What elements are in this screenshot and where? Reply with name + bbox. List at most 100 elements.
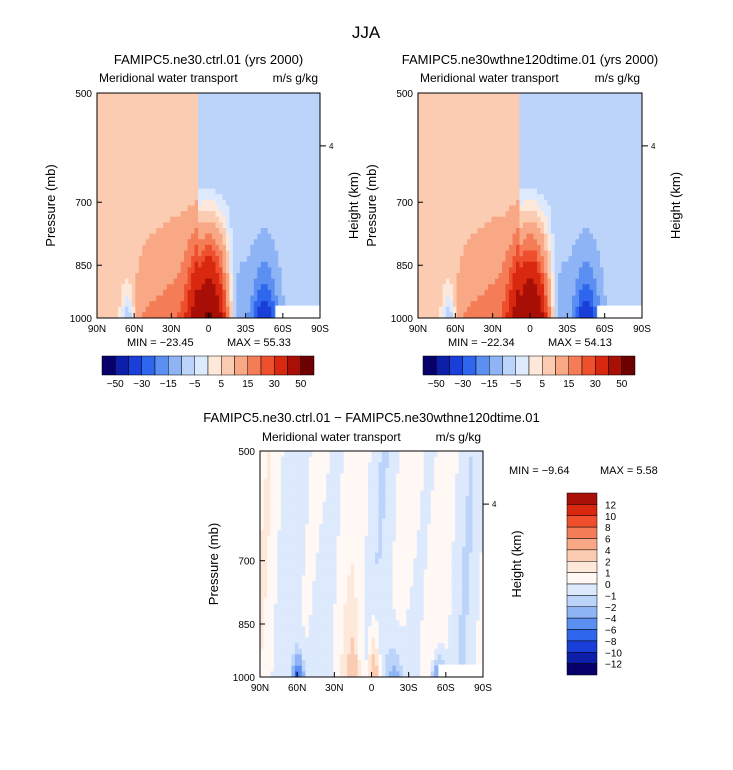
field-cell [561,160,566,167]
field-cell [194,143,199,150]
field-cell [453,199,457,207]
field-cell [418,239,422,246]
field-cell [225,233,230,240]
field-cell [579,205,583,212]
field-cell [222,306,227,313]
field-cell [316,183,321,190]
field-cell [121,306,126,313]
field-cell [582,273,587,280]
field-cell [610,216,615,223]
field-cell [463,121,468,128]
field-cell [156,121,161,128]
field-cell [481,261,485,268]
field-cell [128,228,133,235]
field-cell [103,278,108,285]
field-cell [236,194,241,201]
field-cell [589,160,594,167]
field-cell [607,132,611,139]
colorbar-label: 30 [269,379,281,390]
field-cell [278,205,283,212]
field-cell [453,149,457,156]
field-cell [568,244,573,252]
field-cell [170,301,175,308]
field-cell [205,278,209,285]
field-cell [152,115,157,122]
field-cell [488,228,492,235]
field-cell [142,149,147,156]
field-cell [530,126,534,133]
field-cell [107,121,112,128]
field-cell [568,194,573,201]
field-cell [453,289,457,297]
field-cell [281,121,286,128]
field-cell [498,267,503,274]
field-cell [156,171,161,178]
field-cell [446,199,450,207]
field-cell [166,222,171,229]
field-cell [551,239,555,246]
field-cell [184,154,189,162]
field-cell [509,183,513,190]
field-cell [135,261,140,268]
field-cell [243,98,248,105]
field-cell [474,295,478,302]
field-cell [439,233,443,240]
field-cell [215,205,220,212]
field-cell [593,171,597,178]
field-cell [264,166,269,173]
field-cell [523,199,527,207]
field-cell [225,166,230,173]
field-cell [435,239,440,246]
field-cell [610,267,615,274]
field-cell [107,132,112,139]
field-cell [463,149,468,156]
field-cell [624,104,629,111]
field-cell [246,160,251,167]
field-cell [103,273,108,280]
field-cell [439,250,443,257]
field-cell [187,183,192,190]
field-cell [558,261,562,268]
field-cell [285,233,290,240]
field-cell [603,256,608,263]
field-cell [526,273,531,280]
field-cell [239,115,244,122]
field-cell [551,194,555,201]
field-cell [177,284,182,291]
field-cell [610,98,615,105]
field-cell [432,228,436,235]
field-cell [218,183,223,190]
field-cell [124,278,129,285]
field-cell [110,160,115,167]
field-cell [281,183,286,190]
field-cell [467,244,471,252]
field-cell [299,183,304,190]
field-cell [309,256,314,263]
field-cell [579,98,583,105]
field-cell [530,188,534,195]
field-cell [215,199,220,207]
field-cell [607,205,611,212]
field-cell [138,267,143,274]
field-cell [537,104,541,111]
field-cell [285,222,290,229]
field-cell [498,289,503,297]
field-cell [149,312,154,319]
field-cell [456,160,461,167]
field-cell [211,233,216,240]
field-cell [463,171,468,178]
field-cell [533,177,538,184]
field-cell [547,183,552,190]
field-cell [586,132,590,139]
field-cell [225,244,230,252]
field-cell [257,160,262,167]
field-cell [442,194,447,201]
field-cell [582,199,587,207]
field-cell [257,228,262,235]
field-cell [582,98,587,105]
field-cell [495,138,499,145]
field-cell [222,273,227,280]
field-cell [208,160,213,167]
field-cell [421,194,426,201]
field-cell [442,177,447,184]
